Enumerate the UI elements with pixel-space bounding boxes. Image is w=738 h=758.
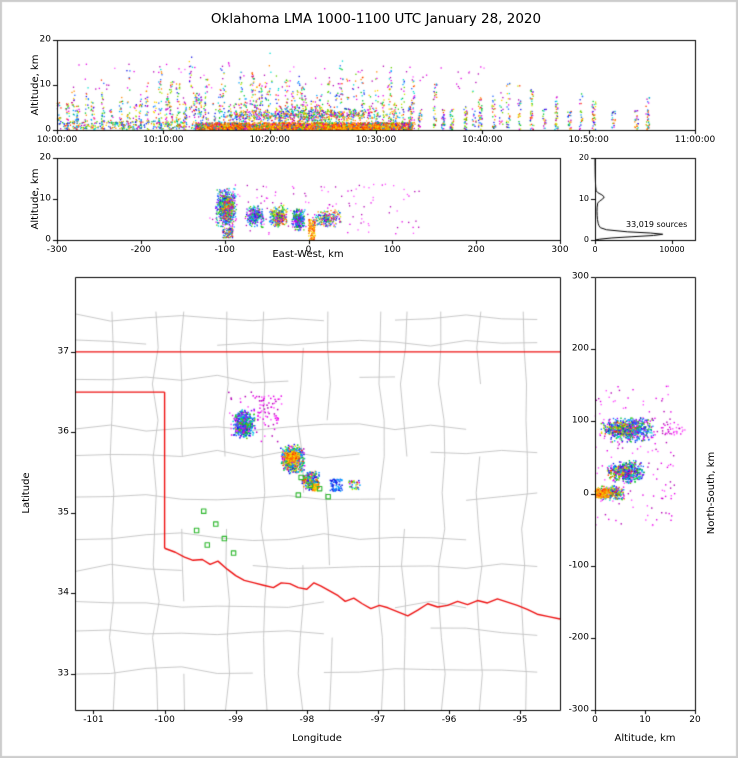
tick-label: -95 [512,715,528,725]
tick-label: 10 [578,194,589,203]
tick-label: 20 [39,152,51,163]
tick-label: 0 [45,124,51,135]
tick-label: 300 [571,271,589,282]
tick-label: 10:20:00 [249,135,290,145]
tick-label: 20 [689,715,701,725]
tick-label: 10:40:00 [462,135,503,145]
tick-label: 0 [583,488,589,498]
tick-label: 0 [45,234,51,245]
tick-label: 10:10:00 [143,135,184,145]
tick-label: -100 [568,560,589,571]
tick-label: -300 [46,245,68,255]
tick-label: 11:00:00 [674,135,716,145]
tick-label: 10:50:00 [568,135,609,145]
tick-label: 0 [305,245,312,255]
tick-label: 33 [57,668,69,679]
tick-label: -100 [214,245,235,255]
tick-label: 100 [571,415,589,426]
figure-title: Oklahoma LMA 1000-1100 UTC January 28, 2… [210,11,542,27]
tick-label: -100 [154,715,175,725]
tick-label: -300 [568,704,589,715]
tick-label: 10:30:00 [355,135,397,145]
tick-label: -99 [228,715,244,725]
tick-label: 0 [592,715,598,725]
tick-label: 10 [39,79,51,90]
northsouth-ylabel: North-South, km [706,451,717,535]
tick-label: 0 [583,235,589,244]
tick-label: -97 [370,715,386,725]
tick-label: 100 [383,245,401,255]
tick-label: 20 [578,153,589,162]
northsouth-xlabel: Altitude, km [614,733,676,744]
tick-label: -98 [299,715,315,725]
tick-label: 36 [57,426,69,437]
tick-label: 20 [39,34,51,45]
tick-label: 300 [551,245,569,255]
tick-label: 34 [57,587,69,598]
tick-label: 10:00:00 [36,135,78,145]
tick-label: -200 [568,632,589,643]
tick-label: -200 [130,245,152,255]
tick-label: -96 [441,715,457,725]
tick-label: 10 [639,715,651,725]
tick-label: 37 [57,346,69,357]
tick-label: 200 [467,245,485,255]
map-ylabel: Latitude [21,472,32,514]
eastwest-xlabel: East-West, km [272,249,344,260]
tick-label: 200 [571,343,589,354]
map-xlabel: Longitude [292,733,342,744]
tick-label: 0 [592,245,598,254]
tick-label: -101 [83,715,104,725]
tick-label: 35 [57,507,69,518]
tick-label: 10 [39,193,51,204]
source-count-annotation: 33,019 sources [626,220,688,229]
tick-label: 10000 [659,245,685,254]
